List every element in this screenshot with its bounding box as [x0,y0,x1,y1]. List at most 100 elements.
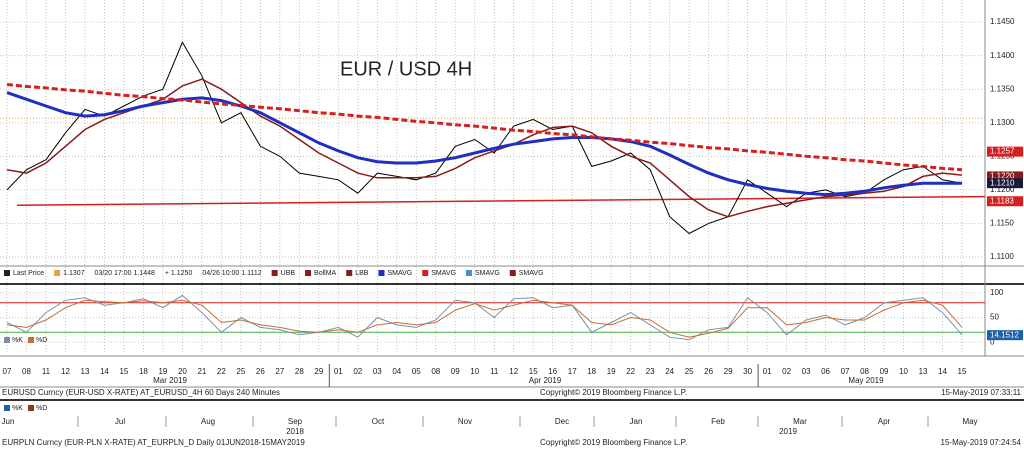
x-tick-label: 04 [392,367,401,376]
footer-text: EURUSD Curncy (EUR-USD X-RATE) AT_EURUSD… [2,388,280,397]
x-tick-label: 11 [42,367,51,376]
legend-label: + 1.1250 [165,270,193,277]
legend-label: %K [12,337,23,344]
x-tick-label: Jul [115,417,125,426]
month-label: May 2019 [848,376,884,385]
x-tick-label: 05 [412,367,421,376]
legend-swatch [305,270,312,276]
x-tick-label: 08 [860,367,869,376]
x-tick-label: 03 [802,367,811,376]
x-tick-label: Sep [288,417,303,426]
legend-label: %K [12,405,23,412]
legend-swatch [466,270,472,276]
y-tick-label: 1.1450 [990,17,1015,26]
y-tick-label: 0 [990,337,995,346]
legend-label: SMAVG [519,270,544,277]
x-tick-label: Oct [372,417,385,426]
legend-label: UBB [281,270,296,277]
x-tick-label: May [962,417,977,426]
footer-text: 15-May-2019 07:24:54 [941,438,1022,447]
x-tick-label: 08 [431,367,440,376]
x-tick-label: 16 [548,367,557,376]
series-line [6,78,963,218]
x-tick-label: 25 [685,367,694,376]
x-tick-label: 24 [665,367,674,376]
price-label-box [987,146,1023,157]
legend-label: %D [36,337,47,344]
legend-swatch [28,405,34,411]
legend-swatch [271,270,278,276]
legend-swatch [4,405,10,411]
x-tick-label: 07 [841,367,850,376]
x-tick-label: 23 [646,367,655,376]
x-tick-label: 29 [314,367,323,376]
legend-label: 1.1307 [63,270,85,277]
y-tick-label: 100 [990,288,1004,297]
x-tick-label: Apr [878,417,891,426]
price-label-box [987,178,1023,189]
price-label-box [987,196,1023,207]
footer-text: Copyright© 2019 Bloomberg Finance L.P. [540,388,687,397]
x-tick-label: 26 [256,367,265,376]
legend-swatch [28,337,34,343]
x-tick-label: Jun [2,417,15,426]
series-line [6,299,963,338]
x-tick-label: 27 [275,367,284,376]
month-label: Mar 2019 [153,376,187,385]
x-tick-label: 07 [3,367,12,376]
x-tick-label: 15 [119,367,128,376]
legend-swatch [378,270,385,276]
year-label: 2018 [286,427,304,436]
x-tick-label: 28 [295,367,304,376]
legend-swatch [509,270,516,276]
x-tick-label: 13 [919,367,928,376]
month-label: Apr 2019 [529,376,562,385]
value-label-box [987,330,1023,341]
x-tick-label: Nov [458,417,472,426]
trendline [16,195,986,207]
x-tick-label: 19 [607,367,616,376]
x-tick-label: 14 [938,367,947,376]
footer-text: 15-May-2019 07:33:11 [941,388,1021,397]
x-tick-label: 11 [490,367,499,376]
x-tick-label: 15 [529,367,538,376]
legend-swatch [4,337,10,343]
x-tick-label: 02 [782,367,791,376]
x-tick-label: 17 [568,367,577,376]
x-tick-label: 20 [178,367,187,376]
footer-text: Copyright© 2019 Bloomberg Finance L.P. [540,438,687,447]
y-tick-label: 1.1400 [990,51,1015,60]
x-tick-label: 25 [236,367,245,376]
x-tick-label: Jan [630,417,643,426]
x-tick-label: 15 [958,367,967,376]
x-tick-label: 09 [880,367,889,376]
x-tick-label: 02 [353,367,362,376]
x-tick-label: 30 [743,367,752,376]
x-tick-label: 29 [724,367,733,376]
y-tick-label: 1.1100 [990,252,1014,261]
y-tick-label: 1.1150 [990,219,1014,228]
x-tick-label: 21 [197,367,206,376]
price-label: 1.1257 [990,147,1015,156]
legend-label: 03/20 17:00 1.1448 [95,270,155,277]
x-tick-label: 10 [899,367,908,376]
x-tick-label: 03 [373,367,382,376]
x-tick-label: 12 [509,367,518,376]
legend-label: 04/26 10:00 1.1112 [202,270,261,277]
x-tick-label: 13 [81,367,90,376]
price-label-box [987,171,1023,182]
series-line [6,41,963,235]
legend-label: SMAVG [431,270,456,277]
x-tick-label: 09 [451,367,460,376]
value-label: 14.1512 [990,330,1019,339]
x-tick-label: 22 [626,367,635,376]
y-tick-label: 50 [990,313,999,322]
legend-swatch [422,270,429,276]
series-line [6,83,963,172]
price-label: 1.1210 [990,178,1015,187]
x-tick-label: Aug [201,417,215,426]
x-tick-label: 18 [139,367,148,376]
x-tick-label: 01 [334,367,343,376]
